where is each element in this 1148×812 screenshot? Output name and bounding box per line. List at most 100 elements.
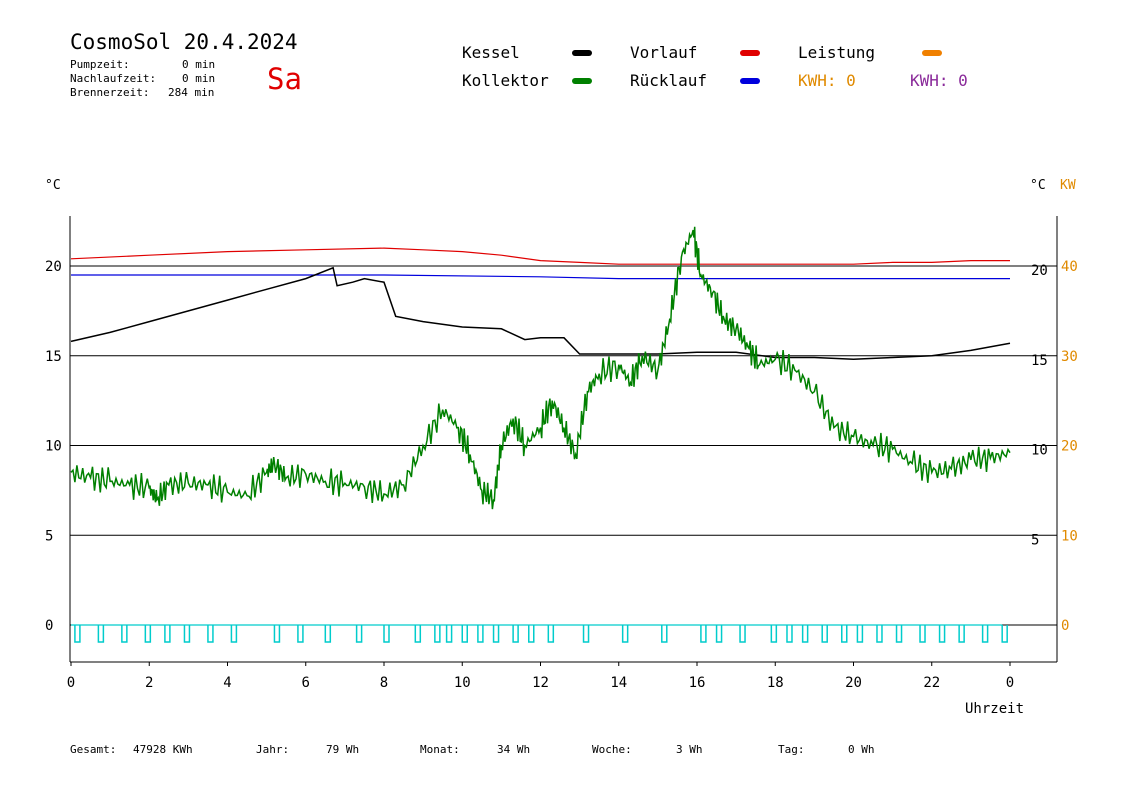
leistung-pulse bbox=[981, 625, 989, 643]
x-tick-label: 8 bbox=[380, 675, 388, 691]
x-tick-label: 10 bbox=[454, 675, 471, 691]
leistung-pulse bbox=[715, 625, 723, 643]
left-tick-label: 10 bbox=[45, 439, 62, 455]
series-kessel bbox=[70, 266, 1011, 361]
leistung-pulse bbox=[621, 625, 629, 643]
x-tick-label: 0 bbox=[1006, 675, 1014, 691]
legend-kessel-label: Kessel bbox=[462, 43, 520, 62]
leistung-pulse bbox=[856, 625, 864, 643]
kw-tick-label: 10 bbox=[1061, 528, 1078, 544]
stat-label-brennerzeit: Brennerzeit: bbox=[70, 86, 150, 99]
chart-axes bbox=[69, 216, 1058, 666]
chart-gridlines bbox=[70, 265, 1057, 626]
leistung-pulse bbox=[273, 625, 281, 643]
leistung-pulse bbox=[582, 625, 590, 643]
footer-woche-label: Woche: bbox=[592, 743, 632, 756]
leistung-pulse bbox=[895, 625, 903, 643]
leistung-pulse bbox=[97, 625, 105, 643]
left-tick-label: 20 bbox=[45, 259, 62, 275]
left-tick-label: 15 bbox=[45, 349, 62, 365]
x-tick-label: 16 bbox=[689, 675, 706, 691]
legend-ruecklauf-swatch bbox=[740, 78, 760, 84]
leistung-pulse bbox=[512, 625, 519, 643]
footer-woche-value: 3 Wh bbox=[676, 743, 703, 756]
leistung-pulse bbox=[1001, 625, 1008, 643]
leistung-pulse bbox=[461, 625, 468, 643]
leistung-pulse bbox=[841, 625, 848, 643]
footer-gesamt-value: 47928 KWh bbox=[133, 743, 193, 756]
stat-label-nachlaufzeit: Nachlaufzeit: bbox=[70, 72, 157, 85]
chart-tick-labels: 20 15 10 5 0 20 15 10 5 40 30 20 10 0 0 2 4 6 8 10 12 14 16 18 2… bbox=[45, 259, 1078, 691]
stat-value-nachlaufzeit: 0 min bbox=[182, 72, 216, 85]
kw-tick-label: 30 bbox=[1061, 349, 1078, 365]
leistung-pulse bbox=[547, 625, 555, 643]
leistung-pulse bbox=[492, 625, 500, 643]
leistung-pulse bbox=[821, 625, 828, 643]
legend-kwh-orange: KWH: 0 bbox=[798, 71, 856, 90]
x-axis-title: Uhrzeit bbox=[965, 701, 1025, 717]
x-tick-label: 6 bbox=[302, 675, 310, 691]
kw-tick-label: 20 bbox=[1061, 439, 1078, 455]
right-tick-label: 10 bbox=[1031, 443, 1048, 459]
leistung-pulse bbox=[661, 625, 668, 643]
leistung-pulse bbox=[207, 625, 214, 643]
footer-gesamt-label: Gesamt: bbox=[70, 743, 117, 756]
footer-monat-value: 34 Wh bbox=[497, 743, 531, 756]
series-vorlauf bbox=[70, 247, 1010, 265]
series-kollektor bbox=[70, 226, 1011, 510]
leistung-pulse bbox=[434, 625, 441, 643]
right-axis-unit: °C bbox=[1030, 178, 1046, 193]
leistung-pulse bbox=[414, 625, 422, 643]
legend-kollektor-swatch bbox=[572, 78, 592, 84]
leistung-pulse bbox=[324, 625, 332, 643]
chart-series bbox=[70, 226, 1011, 643]
x-tick-label: 12 bbox=[532, 675, 549, 691]
legend-kwh-purple: KWH: 0 bbox=[910, 71, 968, 90]
kw-tick-label: 0 bbox=[1061, 618, 1069, 634]
x-tick-label: 14 bbox=[610, 675, 627, 691]
leistung-pulse bbox=[445, 625, 453, 643]
leistung-pulse bbox=[770, 625, 778, 643]
leistung-pulse bbox=[700, 625, 707, 643]
footer-monat-label: Monat: bbox=[420, 743, 460, 756]
leistung-pulse bbox=[74, 625, 81, 643]
footer-tag-label: Tag: bbox=[778, 743, 805, 756]
footer-tag-value: 0 Wh bbox=[848, 743, 875, 756]
legend-leistung-label: Leistung bbox=[798, 43, 876, 62]
footer-jahr-value: 79 Wh bbox=[326, 743, 360, 756]
x-tick-label: 22 bbox=[923, 675, 940, 691]
footer-jahr-label: Jahr: bbox=[256, 743, 290, 756]
x-tick-label: 18 bbox=[767, 675, 784, 691]
stat-label-pumpzeit: Pumpzeit: bbox=[70, 58, 130, 71]
leistung-pulse bbox=[958, 625, 965, 643]
right-tick-label: 5 bbox=[1031, 532, 1039, 548]
leistung-pulse bbox=[230, 625, 238, 643]
series-rcklauf bbox=[71, 274, 1010, 280]
weekday-label: Sa bbox=[267, 62, 302, 96]
leistung-pulse bbox=[477, 625, 484, 643]
leistung-pulse bbox=[164, 625, 171, 643]
leistung-pulse bbox=[739, 625, 746, 643]
leistung-pulse bbox=[919, 625, 926, 643]
leistung-pulse bbox=[297, 625, 304, 643]
leistung-pulse bbox=[355, 625, 363, 643]
leistung-pulse bbox=[528, 625, 535, 643]
legend-kessel-swatch bbox=[572, 50, 592, 56]
legend-leistung-swatch bbox=[922, 50, 942, 56]
leistung-pulse bbox=[801, 625, 809, 643]
x-tick-label: 2 bbox=[145, 675, 153, 691]
leistung-pulse bbox=[876, 625, 883, 643]
x-tick-label: 4 bbox=[223, 675, 231, 691]
leistung-pulse bbox=[383, 625, 390, 643]
legend-vorlauf-label: Vorlauf bbox=[630, 43, 698, 62]
stat-value-pumpzeit: 0 min bbox=[182, 58, 216, 71]
x-tick-label: 0 bbox=[67, 675, 75, 691]
leistung-pulse bbox=[121, 625, 128, 643]
leistung-pulse bbox=[144, 625, 152, 643]
left-tick-label: 5 bbox=[45, 528, 53, 544]
leistung-pulse bbox=[786, 625, 793, 643]
legend-ruecklauf-label: Rücklauf bbox=[630, 71, 708, 90]
leistung-pulse bbox=[938, 625, 946, 643]
left-axis-unit: °C bbox=[45, 178, 61, 193]
